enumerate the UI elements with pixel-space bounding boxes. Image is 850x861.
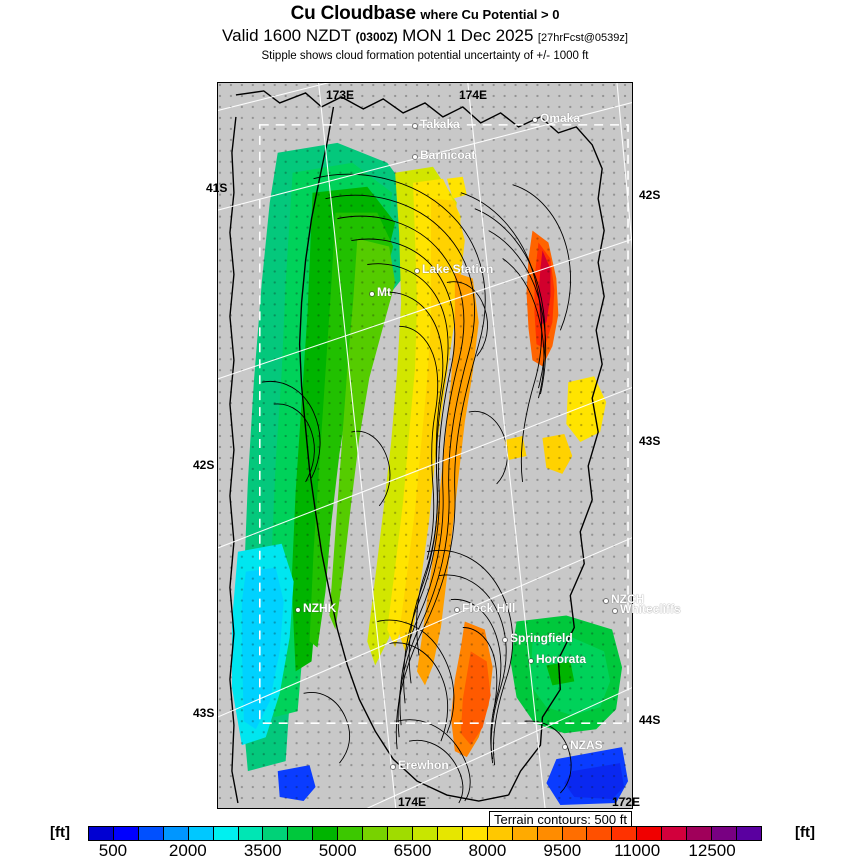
colorbar-cell-11 [363, 827, 389, 840]
city-dot-springfield [503, 638, 507, 642]
city-dot-whitecliffs [613, 609, 617, 613]
city-dot-nzas [563, 745, 567, 749]
colorbar-cell-15 [462, 827, 488, 840]
colorbar-cell-4 [188, 827, 214, 840]
colorbar-strip[interactable] [88, 826, 762, 841]
city-label-hororata: Hororata [536, 652, 587, 666]
coastline [229, 90, 605, 804]
title-block: Cu Cloudbase where Cu Potential > 0 Vali… [0, 4, 850, 64]
valid-time-utc: (0300Z) [355, 30, 398, 44]
graticule-label-43s-8: 43S [639, 434, 661, 448]
city-label-nzch: NZCH [611, 592, 645, 606]
colorbar-tick-3500: 3500 [243, 841, 282, 860]
graticule-label-42s-5: 42S [193, 458, 215, 472]
colorbar-cell-1 [113, 827, 139, 840]
graticule-label-173e-0: 173E [326, 88, 355, 102]
colorbar-unit-right: [ft] [795, 824, 815, 841]
map-canvas [218, 83, 632, 808]
city-label-whitecliffs: Whitecliffs [620, 602, 681, 616]
city-label-springfield: Springfield [510, 631, 573, 645]
colorbar-cell-23 [662, 827, 688, 840]
city-label-mt: Mt [377, 285, 391, 299]
title-line-1: Cu Cloudbase where Cu Potential > 0 [0, 4, 850, 25]
colorbar-cell-17 [512, 827, 538, 840]
city-label-flock-hill: Flock Hill [462, 601, 516, 615]
colorbar-cell-19 [562, 827, 588, 840]
colorbar-unit-left: [ft] [50, 824, 70, 841]
valid-date: MON 1 Dec 2025 [402, 26, 534, 45]
colorbar-cell-24 [687, 827, 713, 840]
colorbar-cell-13 [412, 827, 438, 840]
colorbar-cell-7 [263, 827, 289, 840]
colorbar-tick-12500: 12500 [688, 841, 736, 860]
graticule-label-43s-6: 43S [193, 706, 215, 720]
city-label-nzhk: NZHK [303, 601, 337, 615]
colorbar-tick-11000: 11000 [614, 841, 661, 860]
colorbar-tick-labels: 500 2000 3500 5000 6500 8000 9500 11000 12500 [88, 841, 762, 861]
colorbar-tick-500: 500 [98, 841, 128, 860]
graticule-label-41s-4: 41S [206, 181, 228, 195]
colorbar-cell-2 [138, 827, 164, 840]
colorbar-cell-10 [338, 827, 364, 840]
city-dot-lake-station [415, 269, 419, 273]
city-label-omaka: Omaka [540, 111, 581, 125]
colorbar[interactable]: [ft] [ft] 500 2000 3500 5000 6500 8000 9500 110… [0, 824, 850, 861]
colorbar-cell-26 [736, 827, 761, 840]
city-dot-barnicoat [413, 155, 417, 159]
page-title: Cu Cloudbase [290, 3, 417, 24]
graticule-label-174e-2: 174E [398, 795, 427, 809]
city-dot-hororata [529, 659, 533, 663]
colorbar-cell-3 [163, 827, 189, 840]
city-label-barnicoat: Barnicoat [420, 148, 476, 162]
city-dot-nzhk [296, 608, 300, 612]
city-label-takaka: Takaka [420, 117, 460, 131]
colorbar-tick-9500: 9500 [543, 841, 582, 860]
colorbar-cell-9 [313, 827, 339, 840]
graticule [218, 83, 632, 808]
colorbar-tick-2000: 2000 [168, 841, 207, 860]
city-label-nzas: NZAS [570, 738, 603, 752]
city-dot-omaka [533, 118, 537, 122]
graticule-label-174e-1: 174E [459, 88, 488, 102]
city-dot-mt [370, 292, 374, 296]
colorbar-cell-14 [437, 827, 463, 840]
graticule-label-44s-9: 44S [639, 713, 661, 727]
colorbar-cell-21 [612, 827, 638, 840]
stipple-overlay [218, 83, 632, 808]
colorbar-cell-18 [537, 827, 563, 840]
colorbar-cell-20 [587, 827, 613, 840]
city-dot-takaka [413, 124, 417, 128]
city-label-erewhon: Erewhon [398, 758, 449, 772]
stipple-note: Stipple shows cloud formation potential … [261, 50, 589, 62]
colorbar-tick-6500: 6500 [393, 841, 432, 860]
title-condition: where Cu Potential > 0 [420, 7, 560, 22]
terrain-contour-note: Terrain contours: 500 ft [489, 811, 632, 830]
terrain-contours [261, 173, 572, 804]
colorbar-cell-25 [712, 827, 737, 840]
valid-time: Valid 1600 NZDT [222, 26, 352, 45]
map-frame[interactable] [217, 82, 633, 809]
colorbar-cell-22 [637, 827, 663, 840]
colorbar-cell-16 [487, 827, 513, 840]
colorbar-cell-6 [238, 827, 264, 840]
city-dot-flock-hill [455, 608, 459, 612]
colorbar-cell-8 [288, 827, 314, 840]
colorbar-cell-0 [89, 827, 114, 840]
colorbar-tick-5000: 5000 [318, 841, 357, 860]
colorbar-cell-5 [213, 827, 239, 840]
colorbar-cell-12 [388, 827, 413, 840]
forecast-tag: [27hrFcst@0539z] [537, 32, 628, 44]
title-line-2: Valid 1600 NZDT (0300Z) MON 1 Dec 2025 [… [0, 26, 850, 48]
graticule-label-42s-7: 42S [639, 188, 661, 202]
city-dot-erewhon [391, 765, 395, 769]
city-dot-nzch [604, 599, 608, 603]
colorbar-tick-8000: 8000 [468, 841, 507, 860]
city-label-lake-station: Lake Station [422, 262, 494, 276]
graticule-label-172e-3: 172E [612, 795, 641, 809]
forecast-domain-box [259, 124, 629, 725]
